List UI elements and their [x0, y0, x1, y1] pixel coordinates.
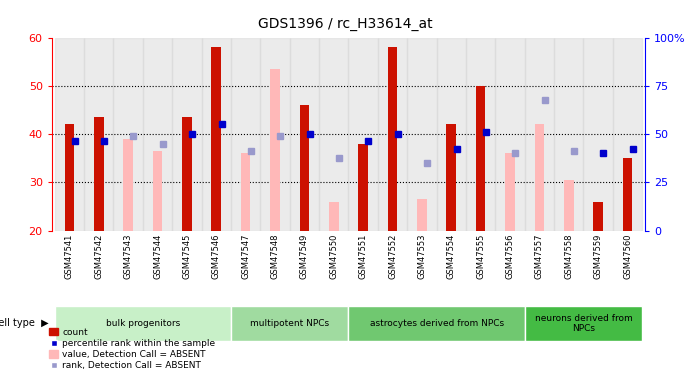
Bar [524, 306, 642, 341]
Bar [143, 38, 172, 231]
Legend: count, percentile rank within the sample, value, Detection Call = ABSENT, rank, : count, percentile rank within the sample… [50, 328, 215, 370]
Bar [524, 38, 554, 231]
Bar [622, 158, 632, 231]
Bar [270, 69, 280, 231]
Text: astrocytes derived from NPCs: astrocytes derived from NPCs [370, 319, 504, 328]
Text: cell type  ▶: cell type ▶ [0, 318, 48, 328]
Text: bulk progenitors: bulk progenitors [106, 319, 180, 328]
Bar [495, 38, 524, 231]
Bar [358, 144, 368, 231]
Text: neurons derived from
NPCs: neurons derived from NPCs [535, 314, 632, 333]
Bar [319, 38, 348, 231]
Bar [124, 139, 133, 231]
Bar [84, 38, 113, 231]
Bar [260, 38, 290, 231]
Bar [211, 47, 221, 231]
Bar [407, 38, 437, 231]
Bar [437, 38, 466, 231]
Bar [182, 117, 192, 231]
Bar [329, 202, 339, 231]
Bar [241, 153, 250, 231]
Bar [299, 105, 309, 231]
Bar [113, 38, 143, 231]
Bar [348, 306, 524, 341]
Bar [231, 38, 260, 231]
Bar [505, 153, 515, 231]
Bar [593, 202, 603, 231]
Bar [584, 38, 613, 231]
Bar [446, 124, 456, 231]
Bar [231, 306, 348, 341]
Bar [152, 151, 162, 231]
Bar [564, 180, 573, 231]
Text: GDS1396 / rc_H33614_at: GDS1396 / rc_H33614_at [257, 17, 433, 31]
Bar [172, 38, 201, 231]
Bar [476, 86, 486, 231]
Bar [417, 199, 426, 231]
Bar [378, 38, 407, 231]
Bar [388, 47, 397, 231]
Bar [348, 38, 378, 231]
Bar [554, 38, 584, 231]
Bar [535, 124, 544, 231]
Bar [613, 38, 642, 231]
Bar [94, 117, 104, 231]
Bar [55, 38, 84, 231]
Text: multipotent NPCs: multipotent NPCs [250, 319, 329, 328]
Bar [290, 38, 319, 231]
Bar [55, 306, 231, 341]
Bar [466, 38, 495, 231]
Bar [201, 38, 231, 231]
Bar [65, 124, 75, 231]
